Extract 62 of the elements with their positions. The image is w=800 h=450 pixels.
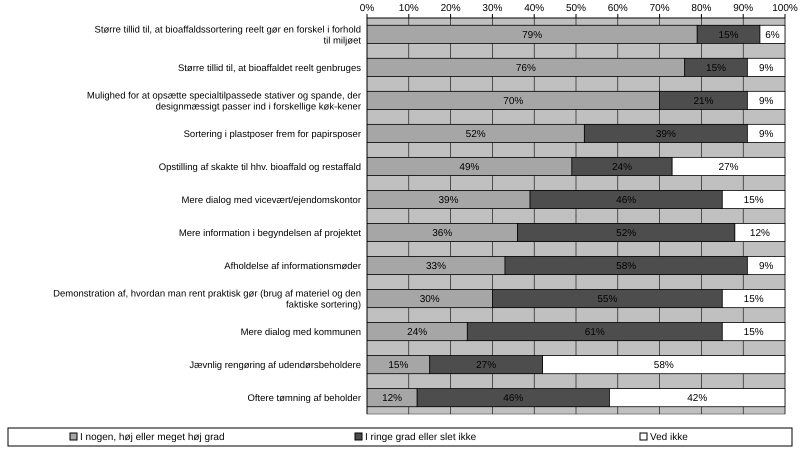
data-label: 79% [522,30,542,41]
data-label: 33% [426,261,446,272]
x-tick-label: 60% [608,3,628,14]
data-label: 46% [503,393,524,404]
data-label: 39% [656,128,676,140]
y-tick-label: Mulighed for at opsætte specialtilpassede stativer og spande, der designmæssigt passer ind i forskellige køk-kener [86,90,361,112]
legend-label: Ved ikke [650,432,688,443]
data-label: 27% [476,360,496,372]
data-label: 15% [388,360,408,372]
data-label: 9% [758,261,774,272]
data-label: 15% [718,30,739,41]
x-tick-label: 70% [650,3,670,14]
data-label: 9% [758,96,774,107]
legend-label: I nogen, høj eller meget høj grad [80,432,225,443]
data-label: 27% [718,162,739,173]
y-tick-label: Jævnlig rengøring af udendørsbeholdere [189,360,361,372]
data-label: 52% [616,228,636,240]
data-label: 21% [693,96,714,107]
y-tick-label: Større tillid til, at bioaffaldet reelt genbruges [178,62,362,74]
x-tick-label: 40% [524,3,544,14]
data-label: 15% [744,327,764,338]
data-label: 9% [758,62,774,74]
data-label: 52% [466,128,486,140]
y-tick-label: Mere dialog med vicevært/ejendomskontor [181,194,361,206]
data-label: 12% [750,228,770,240]
data-label: 49% [459,162,480,173]
data-label: 6% [765,30,780,41]
x-tick-label: 80% [691,3,712,14]
y-tick-label: Større tillid til, at bioaffaldssortering reelt gør en forskel i forhold til miljøet [94,24,362,46]
data-label: 58% [616,261,636,272]
y-tick-label: Mere information i begyndelsen af projektet [178,228,362,240]
data-label: 9% [758,128,774,140]
x-tick-label: 90% [733,3,754,14]
data-label: 58% [654,360,674,372]
y-tick-label: Afholdelse af informationsmøder [224,261,361,272]
data-label: 15% [744,194,764,206]
data-label: 12% [382,393,402,404]
data-label: 30% [420,294,440,306]
data-label: 39% [438,194,459,206]
data-label: 36% [432,228,452,240]
x-tick-label: 0% [360,3,374,14]
y-tick-label: Oftere tømning af beholder [247,393,361,404]
data-label: 46% [616,194,636,206]
data-label: 24% [407,327,428,338]
x-tick-label: 20% [440,3,461,14]
data-label: 55% [597,294,618,306]
y-tick-label: Opstilling af skakte til hhv. bioaffald og restaffald [158,162,361,173]
data-label: 42% [687,393,708,404]
y-tick-label: Sortering i plastposer frem for papirsposer [184,128,361,140]
x-tick-label: 10% [398,3,419,14]
x-tick-label: 50% [566,3,586,14]
x-tick-label: 30% [482,3,503,14]
x-tick-label: 100% [772,3,798,14]
data-label: 70% [503,96,524,107]
data-label: 61% [584,327,605,338]
data-label: 24% [612,162,632,173]
data-label: 15% [744,294,764,306]
data-label: 15% [706,62,726,74]
data-label: 76% [516,62,536,74]
y-tick-label: Mere dialog med kommunen [240,327,361,338]
y-tick-label: Demonstration af, hvordan man rent praktisk gør (brug af materiel og den faktiske sortering) [53,288,361,311]
legend-label: I ringe grad eller slet ikke [365,432,477,443]
